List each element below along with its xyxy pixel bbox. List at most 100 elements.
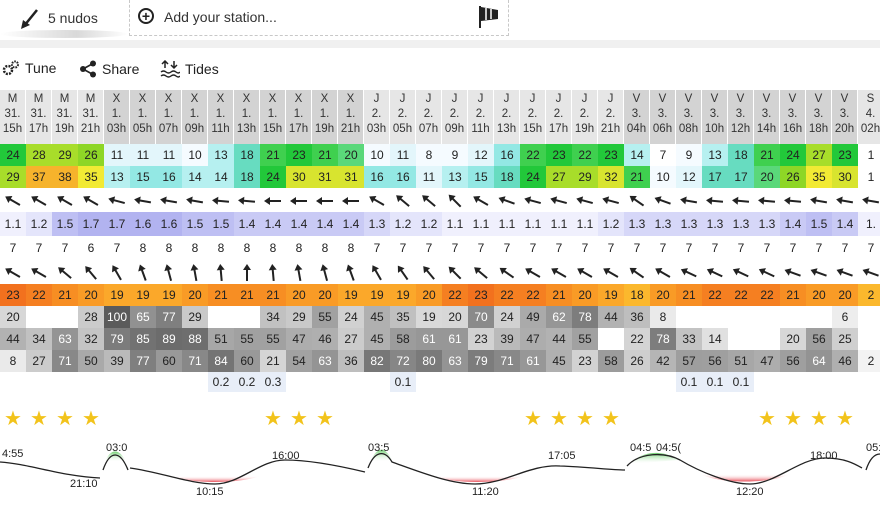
share-button[interactable]: Share [79,60,139,78]
windsock-flag-icon[interactable] [478,5,500,29]
cloud-low-cell: 82 [364,350,390,372]
wave-period-cell: 7 [858,236,880,260]
wave-height-cell: 1.3 [728,212,754,236]
time-header-cell: J 2. 19h [572,90,598,144]
wind-direction-cell [780,188,806,212]
temperature-cell: 21 [234,284,260,306]
tide-high-fill [105,451,126,462]
direction-arrow-icon [342,197,359,205]
time-header-cell: X 1. 13h [234,90,260,144]
cloud-mid-cell: 44 [546,328,572,350]
header-d: V [736,93,745,105]
wind-speed-cell: 10 [364,144,390,166]
header-d: X [164,93,173,105]
cloud-low-cell: 26 [624,350,650,372]
wind-gust-cell: 13 [104,166,130,188]
tune-button[interactable]: Tune [2,60,56,76]
cloud-mid-cell: 88 [182,328,208,350]
wave-direction-cell [442,260,468,284]
wind-unit-badge[interactable]: 5 nudos [0,0,128,38]
wave-height-cell: 1.1 [468,212,494,236]
cloud-low-cell: 8 [0,350,26,372]
header-n: 3. [657,108,668,120]
direction-arrow-icon [732,196,750,205]
rain-cell [624,372,650,392]
tide-time-label: 05: [866,442,880,454]
wind-direction-cell [234,188,260,212]
cloud-high-cell [754,306,780,328]
wave-height-cell: 1.4 [260,212,286,236]
plus-circle-icon: + [138,8,154,24]
wave-height-cell: 1.3 [754,212,780,236]
wind-direction-cell [78,188,104,212]
wave-direction-cell [598,260,624,284]
header-d: J [607,93,614,105]
tides-button[interactable]: Tides [160,60,219,78]
cloud-mid-cell [858,328,880,350]
cloud-mid-cell: 89 [156,328,182,350]
cloud-low-cell: 57 [676,350,702,372]
add-station-box[interactable]: + Add your station... [129,0,509,36]
wave-height-cell: 1.7 [78,212,104,236]
cloud-mid-cell: 20 [780,328,806,350]
wave-period-cell: 7 [546,236,572,260]
wave-period-cell: 7 [598,236,624,260]
cloud-low-cell: 2 [858,350,880,372]
cloud-mid-cell: 33 [676,328,702,350]
time-header-cell: J 2. 05h [390,90,416,144]
temperature-cell: 20 [806,284,832,306]
header-h: 15h [522,123,543,135]
wind-direction-cell [26,188,52,212]
cloud-high-cell: 35 [390,306,416,328]
direction-arrow-icon [784,268,801,277]
direction-arrow-icon [290,197,307,205]
header-h: 06h [652,123,673,135]
header-h: 21h [600,123,621,135]
header-h: 13h [236,123,257,135]
time-header-cell: X 1. 11h [208,90,234,144]
wind-direction-cell [598,188,624,212]
rating-star-icon: ★ [264,408,282,430]
header-h: 14h [756,123,777,135]
cloud-high-cell: 100 [104,306,130,328]
direction-arrow-icon [190,264,199,282]
header-h: 09h [184,123,205,135]
header-h: 11h [471,123,490,135]
tide-time-label: 04:5( [656,442,682,454]
cloud-low-cell: 46 [832,350,858,372]
cloud-mid-cell: 56 [806,328,832,350]
direction-arrow-icon [238,196,256,205]
header-h: 15h [2,123,23,135]
header-h: 17h [28,123,49,135]
temperature-cell: 23 [468,284,494,306]
time-header-cell: J 2. 21h [598,90,624,144]
wind-gust-cell: 35 [78,166,104,188]
header-d: V [788,93,797,105]
wave-period-cell: 7 [676,236,702,260]
wind-gust-cell: 11 [416,166,442,188]
header-n: 1. [163,108,174,120]
wind-speed-cell: 11 [104,144,130,166]
rain-cell [754,372,780,392]
wind-speed-cell: 21 [754,144,780,166]
temperature-cell: 22 [520,284,546,306]
wave-height-cell: 1. [858,212,880,236]
cloud-high-cell: 36 [624,306,650,328]
temperature-cell: 20 [78,284,104,306]
wave-period-cell: 7 [832,236,858,260]
header-h: 10h [704,123,725,135]
cloud-high-cell: 70 [468,306,494,328]
cloud-high-cell: 49 [520,306,546,328]
direction-arrow-icon [758,268,775,278]
header-d: V [684,93,693,105]
wind-gust-cell: 21 [624,166,650,188]
wind-direction-cell [468,188,494,212]
cloud-low-cell: 71 [182,350,208,372]
header-h: 21h [340,123,361,135]
badge-wave [0,30,128,38]
wind-gust-cell: 10 [650,166,676,188]
wind-gust-cell: 20 [754,166,780,188]
wave-direction-cell [780,260,806,284]
header-h: 19h [314,123,335,135]
wind-gust-cell: 27 [546,166,572,188]
